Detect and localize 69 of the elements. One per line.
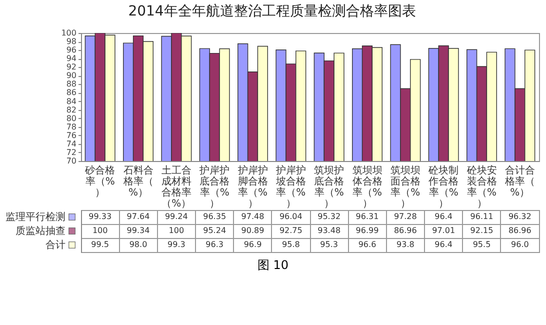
y-tick-label: 72 bbox=[66, 148, 76, 157]
y-tick-label: 92 bbox=[66, 62, 76, 72]
legend-label: 质监站抽查 bbox=[16, 225, 66, 237]
data-label: 96.32 bbox=[508, 212, 532, 221]
data-label: 96.9 bbox=[244, 240, 262, 249]
data-label: 99.3 bbox=[168, 240, 186, 249]
y-tick-label: 88 bbox=[66, 80, 76, 89]
data-label: 96.31 bbox=[356, 212, 379, 221]
x-tick-label: 合计合格率（%） bbox=[504, 164, 535, 198]
data-label: 93.48 bbox=[318, 226, 341, 235]
data-label: 98.0 bbox=[129, 240, 148, 249]
data-label: 95.24 bbox=[203, 226, 226, 235]
caption: 图 10 bbox=[256, 257, 290, 274]
data-label: 96.35 bbox=[203, 212, 226, 221]
data-label: 86.96 bbox=[508, 226, 532, 235]
x-tick-label: 筑坝坝体合格率（%） bbox=[352, 164, 382, 210]
data-label: 96.3 bbox=[206, 240, 224, 249]
data-label: 99.33 bbox=[88, 212, 112, 221]
y-tick-label: 80 bbox=[66, 114, 76, 123]
y-tick-label: 70 bbox=[66, 156, 76, 166]
x-tick-label: 土工合成材料合格率（%） bbox=[161, 164, 192, 210]
y-tick-label: 90 bbox=[66, 71, 76, 80]
x-tick-label: 护岸护坡合格率（%） bbox=[274, 164, 306, 210]
y-tick-label: 82 bbox=[66, 105, 76, 114]
data-label: 97.64 bbox=[126, 212, 150, 221]
x-tick-label: 石料合格率（%） bbox=[122, 164, 154, 198]
chart-title: 2014年全年航道整治工程质量检测合格率图表 bbox=[128, 4, 416, 20]
y-tick-label: 98 bbox=[66, 37, 76, 46]
data-label: 97.01 bbox=[432, 226, 456, 235]
data-label: 95.8 bbox=[282, 240, 300, 249]
legend-label: 合计 bbox=[46, 239, 66, 251]
data-label: 99.24 bbox=[164, 212, 188, 221]
data-label: 96.4 bbox=[434, 240, 452, 249]
data-label: 93.8 bbox=[396, 240, 414, 249]
x-tick-label: 筑坝护底合格率（%） bbox=[314, 164, 344, 210]
data-label: 95.5 bbox=[472, 240, 491, 249]
data-label: 100 bbox=[92, 226, 108, 235]
data-label: 96.04 bbox=[279, 212, 302, 221]
legend-label: 监理平行检测 bbox=[6, 211, 66, 223]
x-tick-label: 筑坝坝面合格率（%） bbox=[390, 164, 420, 210]
y-tick-label: 96 bbox=[66, 46, 76, 55]
data-label: 92.75 bbox=[279, 226, 302, 235]
y-tick-label: 86 bbox=[66, 88, 76, 98]
y-tick-label: 78 bbox=[66, 122, 76, 132]
y-tick-label: 100 bbox=[61, 28, 76, 38]
data-label: 95.32 bbox=[318, 212, 341, 221]
data-label: 96.0 bbox=[511, 240, 529, 249]
data-label: 97.48 bbox=[241, 212, 264, 221]
data-label: 90.89 bbox=[241, 226, 264, 235]
data-label: 96.99 bbox=[356, 226, 379, 235]
x-tick-label: 砼块安装合格率（%） bbox=[466, 164, 497, 210]
y-tick-label: 84 bbox=[66, 96, 76, 106]
x-tick-label: 砂合格率（%） bbox=[84, 164, 116, 198]
data-label: 97.28 bbox=[394, 212, 417, 221]
y-tick-label: 94 bbox=[66, 54, 76, 64]
x-tick-label: 护岸护脚合格率（%） bbox=[236, 164, 268, 210]
data-label: 99.5 bbox=[91, 240, 109, 249]
data-label: 86.96 bbox=[394, 226, 417, 235]
data-label: 95.3 bbox=[320, 240, 338, 249]
data-label: 96.4 bbox=[434, 212, 452, 221]
data-label: 92.15 bbox=[470, 226, 494, 235]
x-tick-label: 护岸护底合格率（%） bbox=[198, 164, 230, 210]
y-tick-label: 76 bbox=[66, 130, 76, 140]
y-tick-label: 74 bbox=[66, 139, 76, 148]
data-label: 96.11 bbox=[470, 212, 494, 221]
x-tick-label: 砼块制作合格率（%） bbox=[428, 164, 459, 210]
data-label: 100 bbox=[168, 226, 184, 235]
data-label: 96.6 bbox=[358, 240, 376, 249]
data-label: 99.34 bbox=[126, 226, 150, 235]
